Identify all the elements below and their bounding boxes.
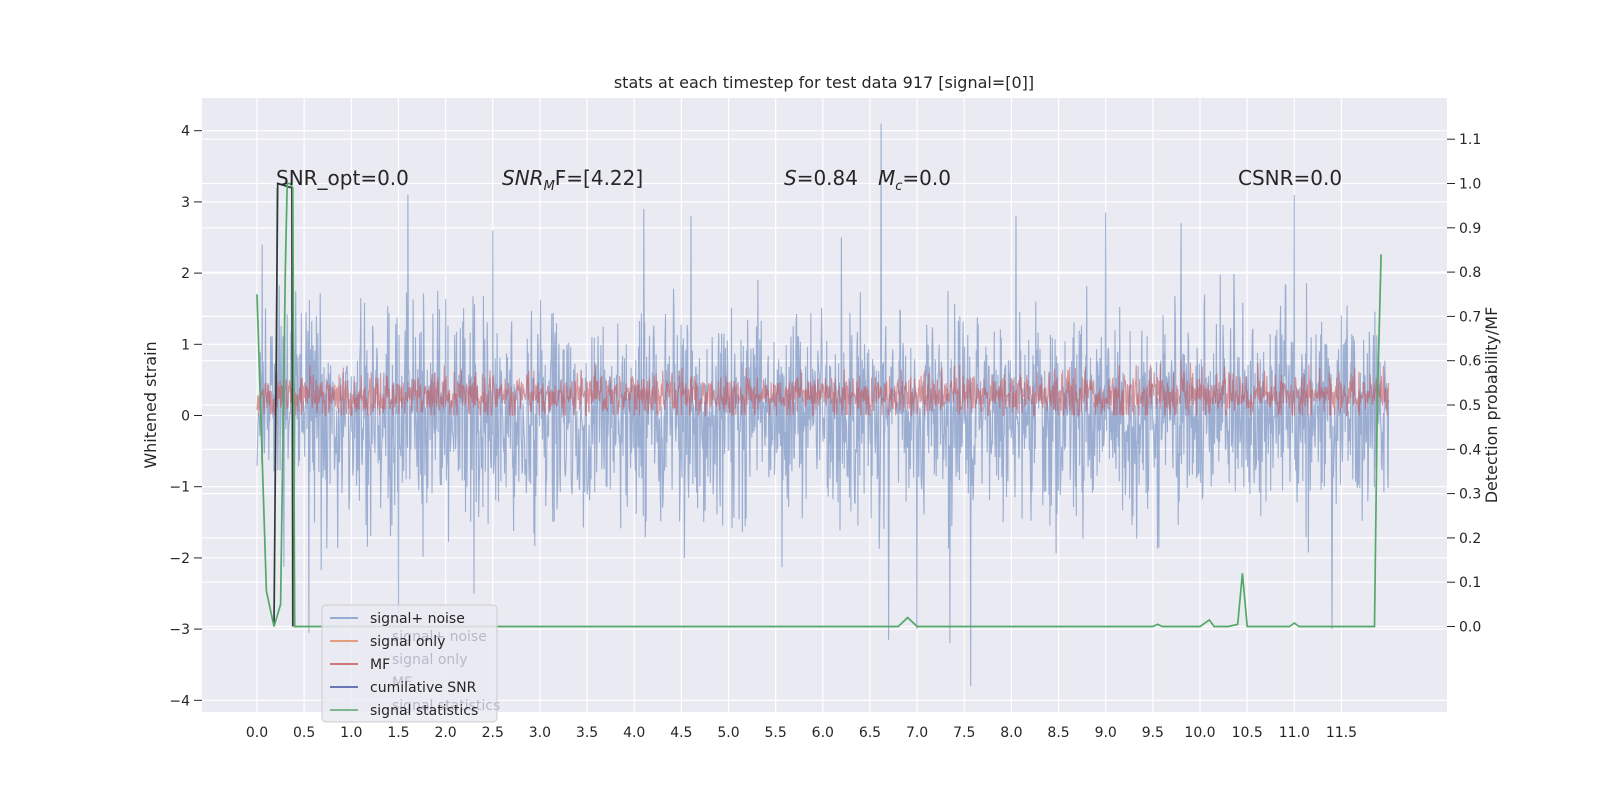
x-tick-label: 9.5 <box>1142 725 1164 741</box>
legend-label-signal-noise: signal+ noise <box>370 611 465 627</box>
ghost-legend-label: signal only <box>392 652 467 668</box>
x-tick-label: 11.0 <box>1279 725 1310 741</box>
series-cumilative-snr-line <box>273 182 294 627</box>
y-axis-label-right: Detection probability/MF <box>1482 307 1501 504</box>
annotation-suffix: F=[4.22] <box>555 166 643 190</box>
annotations: SNR_opt=0.0 SNRMF=[4.22] S=0.84 Mc=0.0 CSNR=… <box>276 166 1342 194</box>
x-tick-label: 10.5 <box>1232 725 1263 741</box>
y-tick-label: 0 <box>181 409 190 425</box>
annotation-snr-opt: SNR_opt=0.0 <box>276 166 409 190</box>
x-tick-label: 6.0 <box>812 725 834 741</box>
x-tick-label: 7.5 <box>953 725 975 741</box>
x-tick-label: 7.0 <box>906 725 928 741</box>
y-tick-label: −1 <box>169 480 190 496</box>
x-tick-label: 3.5 <box>576 725 598 741</box>
y-right-tick-label: 0.8 <box>1459 265 1481 281</box>
ghost-legend-label: signal+ noise <box>392 629 487 645</box>
x-tick-label: 10.0 <box>1184 725 1215 741</box>
x-tick-label: 4.0 <box>623 725 645 741</box>
y-axis-label-left: Whitened strain <box>141 341 160 468</box>
x-tick-label: 9.0 <box>1095 725 1117 741</box>
annotation-csnr: CSNR=0.0 <box>1238 166 1342 190</box>
y-tick-label: −3 <box>169 622 190 638</box>
series-signal-noise-line <box>256 123 1390 687</box>
y-right-tick-label: 1.1 <box>1459 132 1481 148</box>
x-tick-label: 1.5 <box>387 725 409 741</box>
legend-label-cumilative-snr: cumilative SNR <box>370 680 477 696</box>
y-right-tick-label: 0.2 <box>1459 531 1481 547</box>
annotation-suffix: =0.0 <box>902 166 951 190</box>
x-tick-label: 2.5 <box>482 725 504 741</box>
y-right-tick-label: 0.1 <box>1459 575 1481 591</box>
series-signal-statistics-group <box>256 182 1382 628</box>
legend-label-signal-statistics: signal statistics <box>370 703 478 719</box>
legend-box <box>321 604 498 723</box>
ghost-legend-label: MF <box>392 675 412 691</box>
legend-label-signal-only: signal only <box>370 634 445 650</box>
y-ticks-left: 4 3 2 1 0 −1 −2 −3 −4 <box>169 124 202 709</box>
annotation-s: S=0.84 <box>784 166 858 190</box>
annotation-subscript: M <box>544 179 555 194</box>
y-tick-label: 3 <box>181 195 190 211</box>
y-right-tick-label: 0.0 <box>1459 620 1481 636</box>
x-tick-label: 4.5 <box>670 725 692 741</box>
x-tick-label: 0.0 <box>246 725 268 741</box>
annotation-mc: Mc=0.0 <box>878 166 951 194</box>
x-tick-label: 3.0 <box>529 725 551 741</box>
y-tick-label: 4 <box>181 124 190 140</box>
y-right-tick-label: 0.9 <box>1459 221 1481 237</box>
annotation-snr-mf: SNRMF=[4.22] <box>502 166 643 194</box>
chart-title: stats at each timestep for test data 917… <box>614 73 1034 92</box>
y-right-tick-label: 0.4 <box>1459 442 1481 458</box>
annotation-prefix: M <box>878 166 895 190</box>
annotation-prefix: S <box>784 166 797 190</box>
x-tick-label: 6.5 <box>859 725 881 741</box>
x-ticks: 0.0 0.5 1.0 1.5 2.0 2.5 3.0 3.5 4.0 4.5 5.0 5.5 6.0 6… <box>246 725 1357 741</box>
y-ticks-right: 1.1 1.0 0.9 0.8 0.7 0.6 0.5 0.4 0.3 0.2 0.1 0.0 <box>1447 132 1481 636</box>
y-right-tick-label: 0.7 <box>1459 309 1481 325</box>
x-tick-label: 2.0 <box>434 725 456 741</box>
series-signal-statistics-line <box>256 182 1382 628</box>
series-signal-noise <box>256 123 1390 687</box>
x-tick-label: 8.0 <box>1000 725 1022 741</box>
ghost-legend-label: signal statistics <box>392 698 500 714</box>
x-tick-label: 1.0 <box>340 725 362 741</box>
x-tick-label: 8.5 <box>1047 725 1069 741</box>
y-right-tick-label: 0.6 <box>1459 354 1481 370</box>
series-mf-line <box>256 359 1390 418</box>
y-tick-label: 1 <box>181 337 190 353</box>
y-right-tick-label: 0.5 <box>1459 398 1481 414</box>
x-tick-label: 0.5 <box>293 725 315 741</box>
y-right-tick-label: 1.0 <box>1459 177 1481 193</box>
annotation-subscript: c <box>895 179 902 194</box>
x-tick-label: 5.0 <box>717 725 739 741</box>
annotation-prefix: SNR <box>502 166 544 190</box>
y-tick-label: −4 <box>169 693 190 709</box>
y-tick-label: −2 <box>169 551 190 567</box>
x-tick-label: 11.5 <box>1326 725 1357 741</box>
y-tick-label: 2 <box>181 266 190 282</box>
x-tick-label: 5.5 <box>765 725 787 741</box>
y-right-tick-label: 0.3 <box>1459 487 1481 503</box>
annotation-suffix: =0.84 <box>797 166 858 190</box>
legend-label-mf: MF <box>370 657 390 673</box>
series-mf <box>256 359 1390 418</box>
